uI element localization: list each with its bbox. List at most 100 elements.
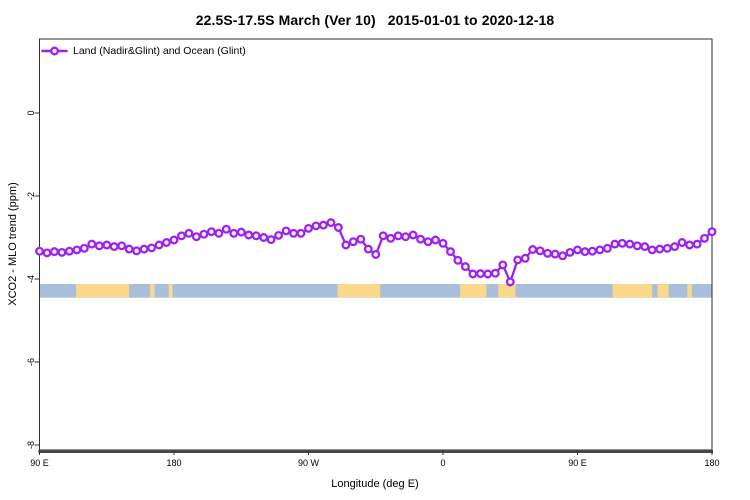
data-point-marker bbox=[35, 246, 44, 256]
data-point-marker bbox=[528, 245, 538, 254]
data-point-marker bbox=[236, 227, 246, 237]
data-point-marker bbox=[632, 241, 642, 251]
data-point-marker bbox=[446, 247, 455, 257]
data-point-marker bbox=[707, 227, 717, 237]
data-point-marker bbox=[647, 245, 657, 255]
data-point-marker bbox=[199, 229, 209, 239]
data-point-marker bbox=[535, 246, 545, 256]
x-tick-label: 180 bbox=[704, 458, 719, 468]
data-point-marker bbox=[655, 244, 665, 254]
data-point-marker bbox=[221, 224, 231, 234]
data-point-marker bbox=[677, 238, 687, 247]
land-segment bbox=[657, 283, 669, 298]
data-point-marker bbox=[670, 242, 680, 252]
data-point-marker bbox=[177, 231, 186, 241]
data-point-marker bbox=[460, 262, 470, 272]
data-point-marker bbox=[401, 232, 411, 242]
data-point-marker bbox=[244, 230, 254, 240]
data-point-marker bbox=[109, 242, 119, 252]
data-point-marker bbox=[393, 231, 403, 241]
data-point-marker bbox=[281, 226, 291, 236]
data-point-marker bbox=[102, 240, 112, 250]
y-tick-label: -2 bbox=[26, 192, 36, 200]
data-point-marker bbox=[543, 248, 553, 258]
data-point-marker bbox=[662, 243, 672, 253]
land-segment bbox=[76, 283, 130, 298]
x-tick-label: 90 W bbox=[298, 458, 320, 468]
data-point-marker bbox=[617, 238, 627, 248]
data-point-marker bbox=[423, 237, 433, 247]
data-point-marker bbox=[408, 230, 418, 240]
data-point-marker bbox=[57, 247, 67, 257]
data-point-marker bbox=[296, 228, 306, 238]
data-point-marker bbox=[259, 233, 269, 242]
data-point-marker bbox=[169, 235, 179, 245]
y-tick-label: -4 bbox=[26, 275, 36, 283]
data-point-marker bbox=[580, 247, 590, 257]
data-point-marker bbox=[498, 260, 508, 270]
data-point-marker bbox=[587, 246, 597, 256]
data-point-marker bbox=[468, 269, 478, 279]
data-point-marker bbox=[72, 245, 82, 255]
x-tick-label: 90 E bbox=[30, 458, 49, 468]
data-point-marker bbox=[371, 250, 381, 259]
data-point-marker bbox=[363, 244, 373, 254]
legend-label: Land (Nadir&Glint) and Ocean (Glint) bbox=[73, 45, 246, 57]
data-point-marker bbox=[333, 223, 343, 232]
data-point-marker bbox=[64, 246, 74, 256]
data-point-marker bbox=[154, 240, 164, 250]
data-point-marker bbox=[386, 233, 396, 243]
y-tick-label: -8 bbox=[26, 441, 36, 449]
data-point-marker bbox=[311, 221, 321, 231]
data-point-marker bbox=[692, 239, 702, 249]
land-segment bbox=[498, 283, 516, 298]
data-point-marker bbox=[124, 244, 134, 254]
data-point-marker bbox=[49, 247, 59, 257]
data-point-marker bbox=[162, 238, 171, 247]
data-point-marker bbox=[625, 239, 635, 249]
data-point-marker bbox=[132, 246, 142, 256]
data-point-marker bbox=[341, 240, 351, 250]
y-tick-label: -6 bbox=[26, 358, 36, 366]
data-point-marker bbox=[79, 243, 89, 253]
data-point-marker bbox=[274, 230, 284, 240]
data-point-marker bbox=[700, 233, 709, 243]
chart-title: 22.5S-17.5S March (Ver 10) 2015-01-01 to… bbox=[195, 12, 555, 28]
data-point-marker bbox=[147, 243, 157, 253]
data-point-marker bbox=[87, 239, 97, 249]
data-point-marker bbox=[610, 239, 620, 249]
land-segment bbox=[168, 283, 173, 298]
data-point-marker bbox=[550, 249, 560, 259]
data-point-marker bbox=[685, 240, 695, 250]
data-point-marker bbox=[453, 255, 463, 265]
data-point-marker bbox=[558, 251, 568, 261]
data-point-marker bbox=[206, 227, 216, 237]
data-point-marker bbox=[94, 241, 104, 251]
y-axis-label: XCO2 - MLO trend (ppm) bbox=[7, 182, 19, 306]
data-point-marker bbox=[565, 247, 575, 257]
data-point-marker bbox=[431, 235, 440, 245]
data-point-marker bbox=[513, 255, 523, 265]
land-segment bbox=[460, 283, 487, 298]
data-point-marker bbox=[475, 269, 485, 279]
x-tick-label: 0 bbox=[440, 458, 445, 468]
y-tick-label: 0 bbox=[26, 110, 36, 115]
land-segment bbox=[612, 283, 653, 298]
data-point-marker bbox=[348, 237, 358, 247]
data-point-marker bbox=[139, 244, 149, 254]
legend-marker-icon bbox=[50, 46, 59, 56]
data-point-marker bbox=[595, 245, 605, 255]
data-point-marker bbox=[289, 228, 299, 238]
data-point-marker bbox=[438, 238, 448, 248]
data-point-marker bbox=[640, 242, 650, 252]
data-point-marker bbox=[483, 269, 493, 279]
data-point-marker bbox=[191, 232, 201, 242]
data-point-marker bbox=[602, 243, 612, 253]
data-point-marker bbox=[416, 234, 426, 244]
land-segment bbox=[150, 283, 155, 298]
data-point-marker bbox=[214, 228, 224, 238]
land-segment bbox=[687, 283, 692, 298]
data-point-marker bbox=[42, 248, 52, 258]
